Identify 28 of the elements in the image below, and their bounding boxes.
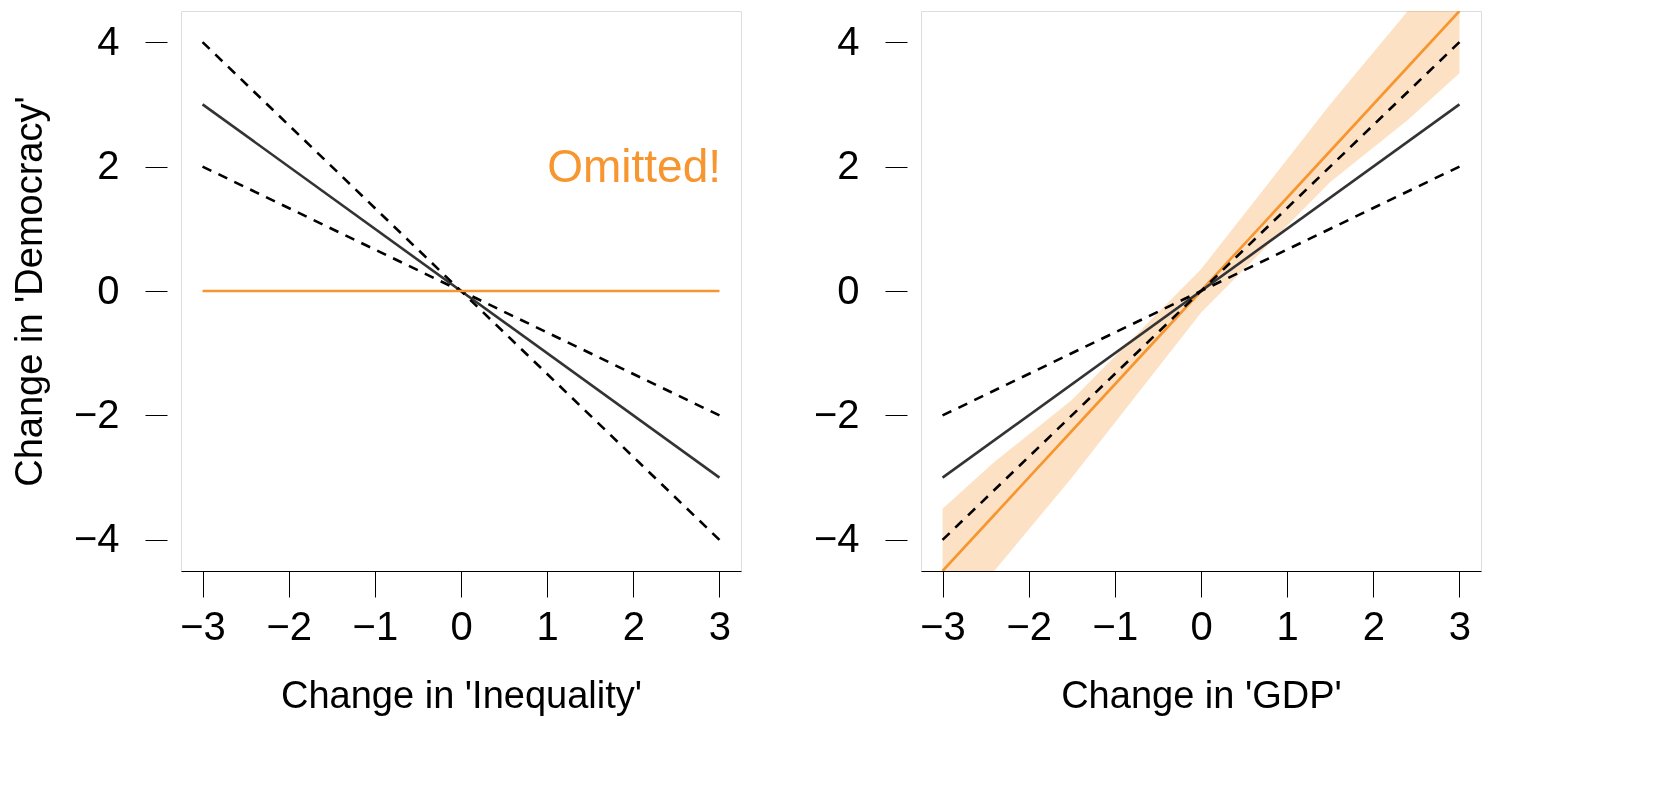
y-tick-label: 4 (97, 18, 120, 63)
x-tick-label: 2 (1362, 603, 1385, 648)
y-tick-label: 0 (97, 267, 120, 312)
x-tick-label: 1 (536, 603, 559, 648)
x-tick-label: 3 (1448, 603, 1472, 648)
x-tick-label: 1 (1276, 603, 1299, 648)
y-tick-label: −2 (73, 391, 120, 436)
x-tick-label: 2 (622, 603, 645, 648)
y-tick-label: −2 (813, 391, 860, 436)
x-tick-label: −3 (920, 603, 966, 648)
x-tick-label: 0 (450, 603, 473, 648)
x-axis-title: Change in 'Inequality' (281, 673, 642, 716)
x-tick-label: −2 (266, 603, 312, 648)
y-tick-label: 4 (837, 18, 860, 63)
y-tick-label: −4 (813, 516, 860, 561)
x-tick-label: −1 (1092, 603, 1139, 648)
x-tick-label: 0 (1190, 603, 1213, 648)
y-tick-label: 2 (837, 143, 860, 188)
x-tick-label: −2 (1006, 603, 1052, 648)
annotation: Omitted! (547, 139, 721, 192)
y-tick-label: 0 (837, 267, 860, 312)
x-tick-label: −3 (180, 603, 226, 648)
x-tick-label: 3 (708, 603, 732, 648)
y-tick-label: 2 (97, 143, 120, 188)
x-tick-label: −1 (352, 603, 399, 648)
y-tick-label: −4 (73, 516, 120, 561)
x-axis-title: Change in 'GDP' (1061, 673, 1342, 716)
y-axis-title: Change in 'Democracy' (7, 96, 50, 487)
